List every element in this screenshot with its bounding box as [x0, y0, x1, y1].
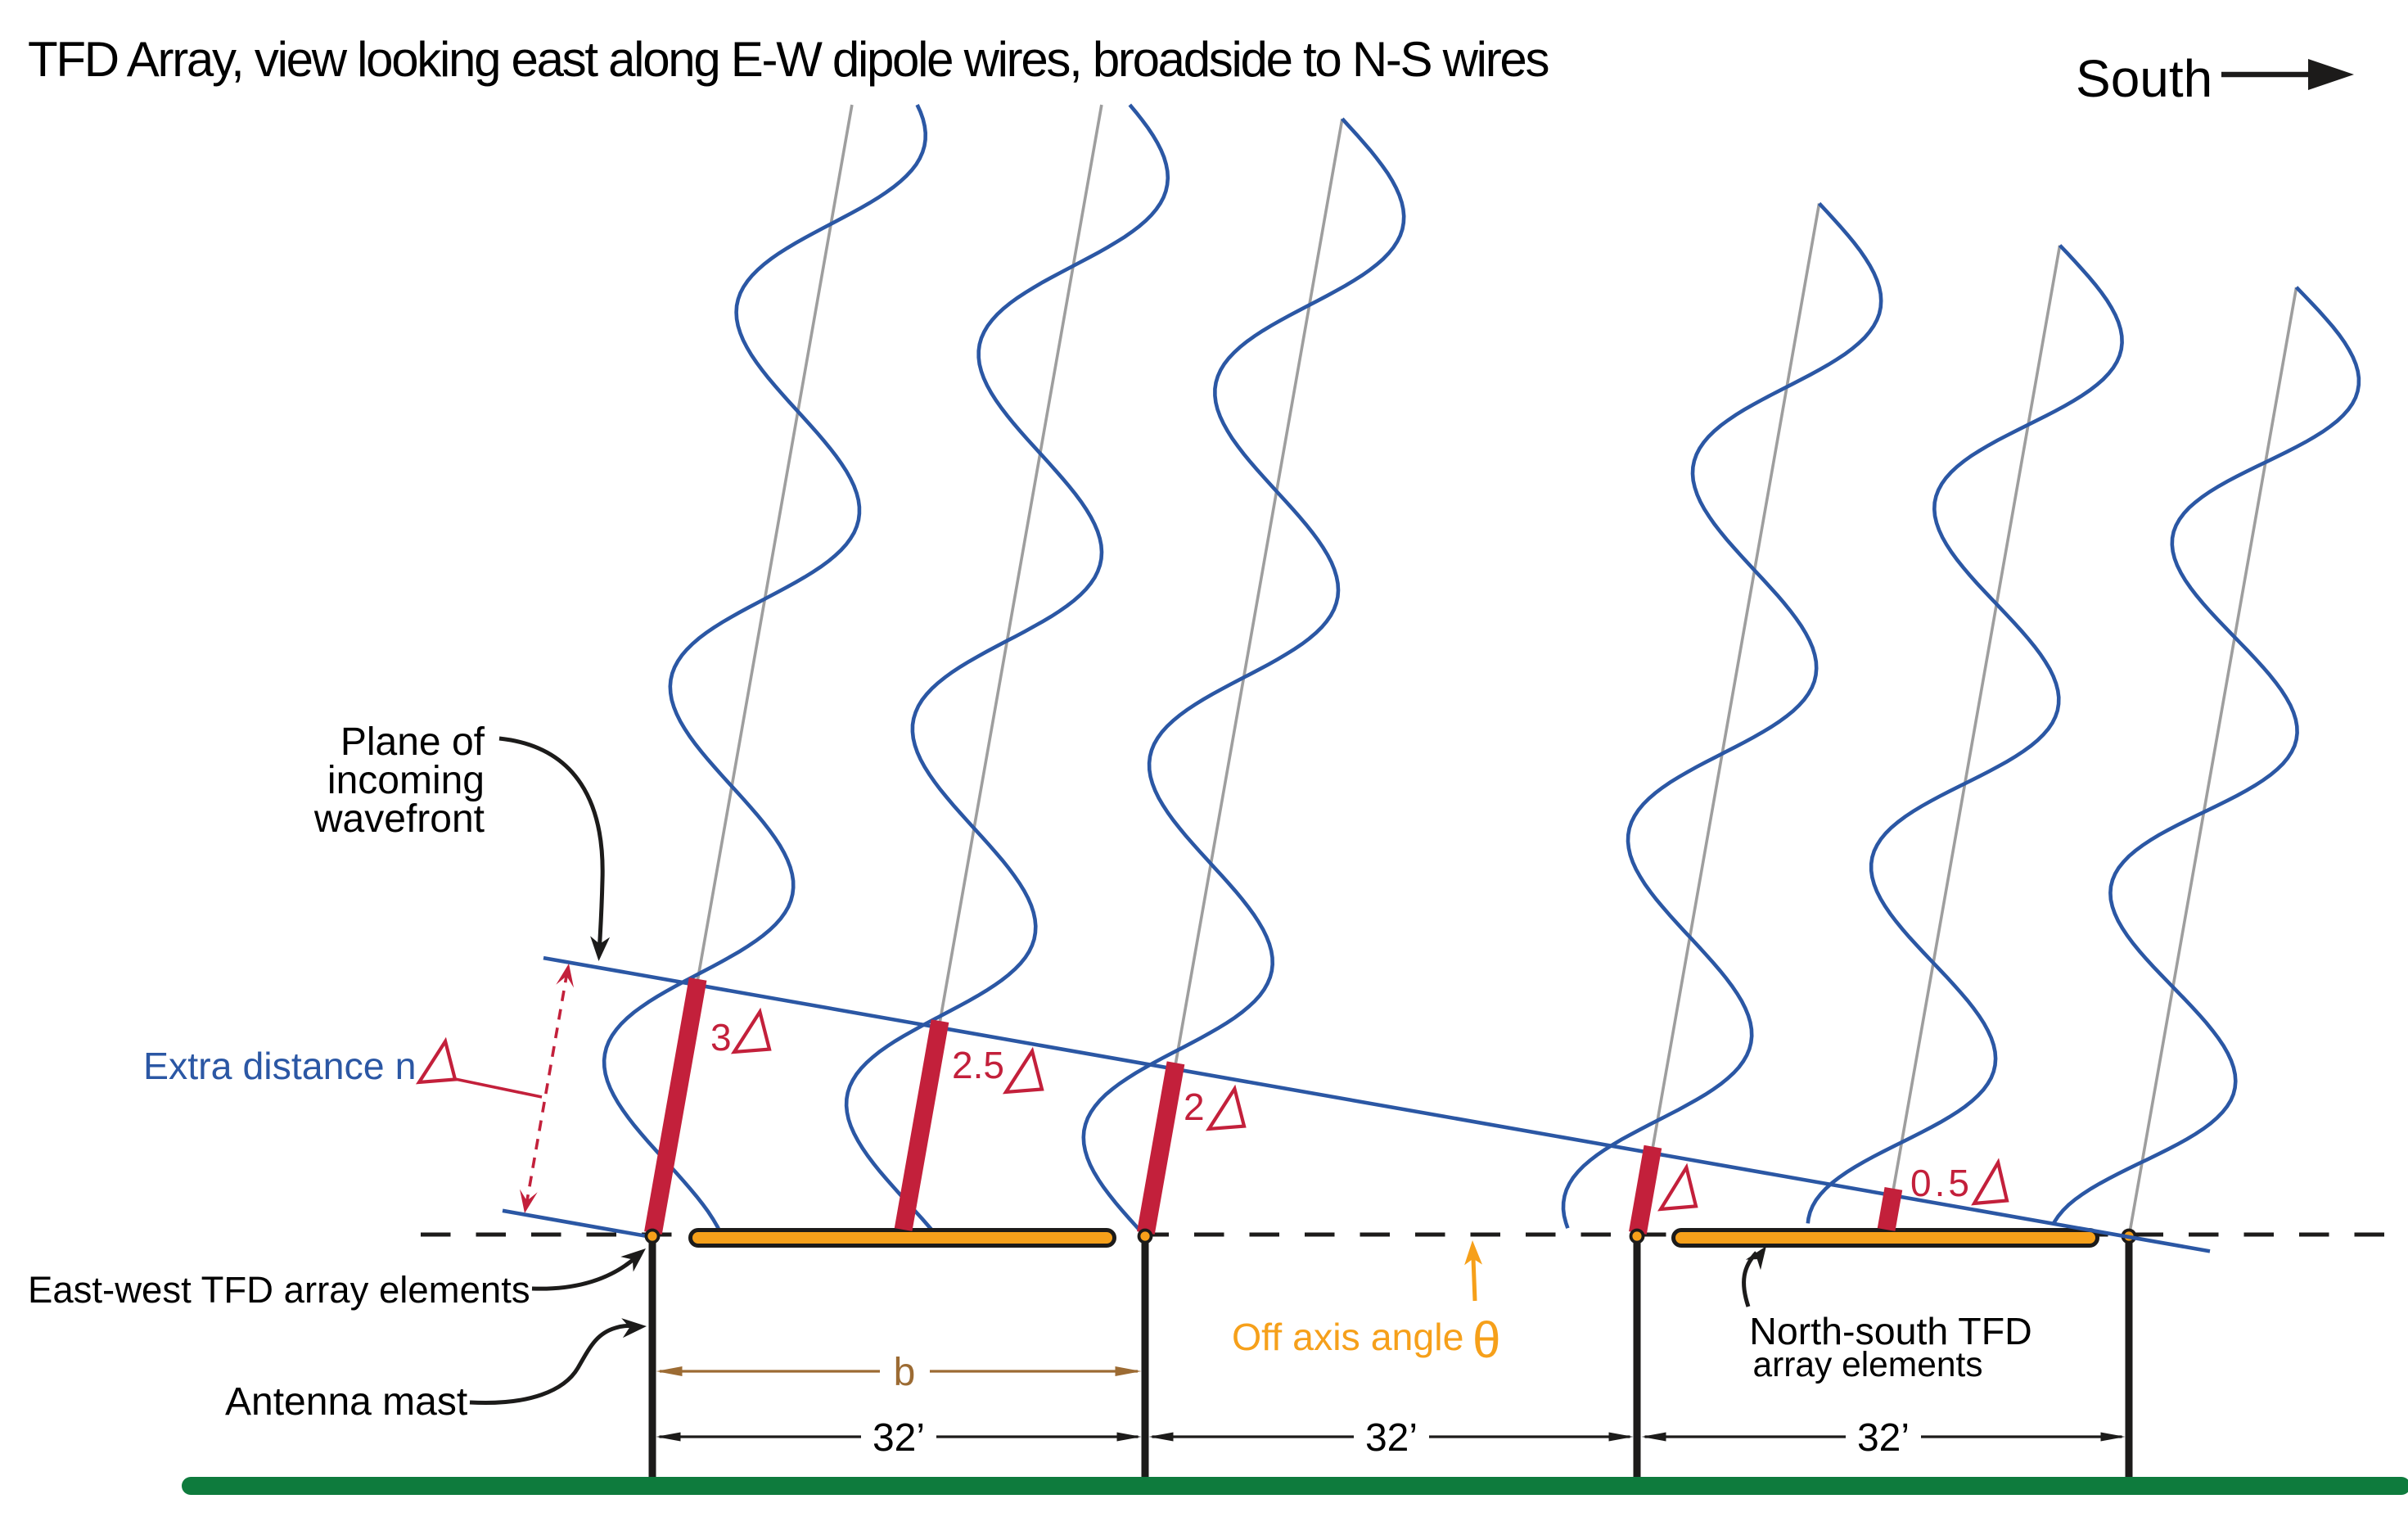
svg-text:2.5: 2.5 — [952, 1044, 1004, 1086]
svg-text:0.5: 0.5 — [1910, 1162, 1973, 1204]
svg-text:Plane of: Plane of — [340, 720, 485, 764]
svg-text:32’: 32’ — [1365, 1416, 1418, 1460]
svg-text:b: b — [894, 1351, 916, 1394]
svg-text:Off axis angle: Off axis angle — [1232, 1316, 1463, 1358]
svg-text:32’: 32’ — [873, 1416, 925, 1460]
svg-text:32’: 32’ — [1857, 1416, 1910, 1460]
svg-text:East-west TFD array elements: East-west TFD array elements — [28, 1269, 530, 1311]
svg-text:incoming: incoming — [327, 759, 485, 802]
svg-text:South: South — [2076, 49, 2212, 108]
svg-text:Extra distance n: Extra distance n — [143, 1045, 416, 1087]
svg-text:2: 2 — [1184, 1086, 1205, 1128]
svg-text:North-south TFD: North-south TFD — [1749, 1310, 2031, 1352]
svg-text:TFD Array, view looking east a: TFD Array, view looking east along E-W d… — [28, 32, 1548, 87]
svg-text:3: 3 — [710, 1016, 732, 1059]
svg-text:θ: θ — [1472, 1312, 1500, 1369]
svg-text:Antenna mast: Antenna mast — [225, 1380, 467, 1424]
svg-text:array elements: array elements — [1752, 1346, 1982, 1384]
svg-text:wavefront: wavefront — [313, 797, 485, 841]
